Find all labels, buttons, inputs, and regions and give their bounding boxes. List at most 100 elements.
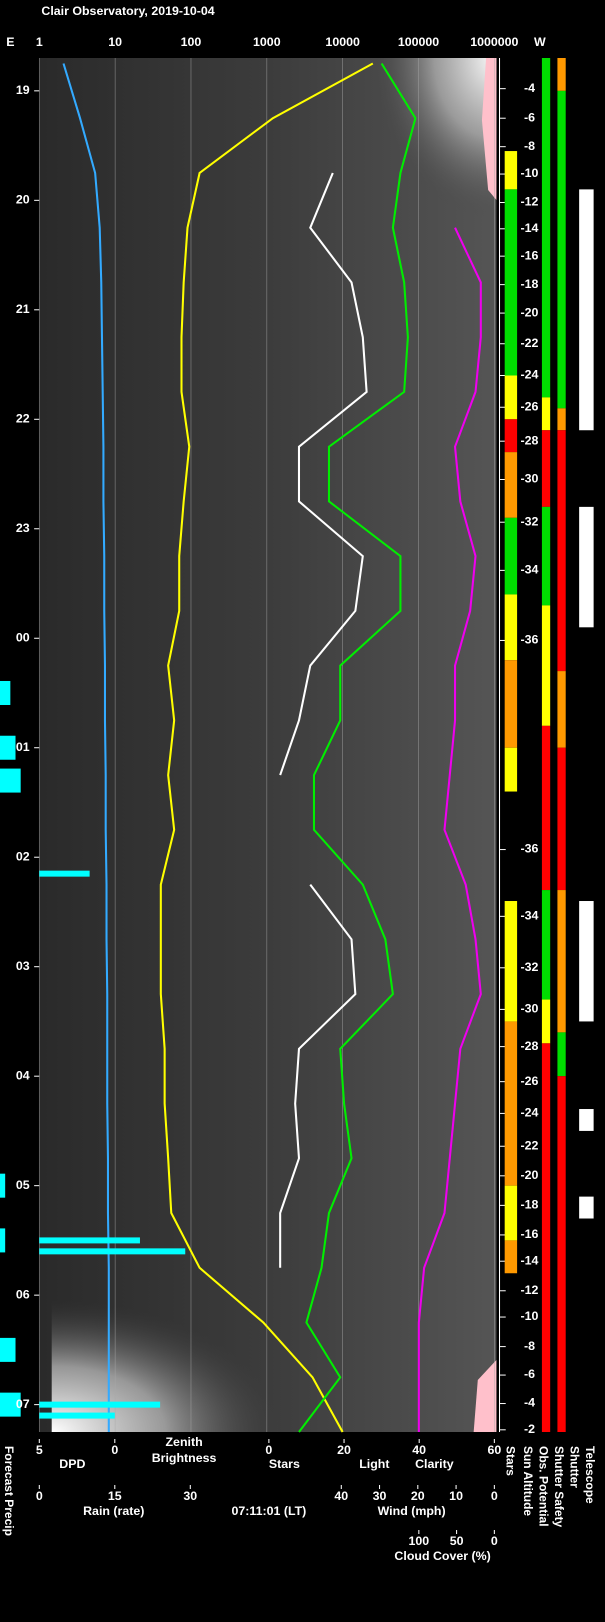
forecast-precip-bar [0,1392,21,1417]
scale-tick-label: 30 [183,1489,197,1503]
sun-altitude-label: -20 [521,1168,539,1182]
sun-altitude-label: -30 [521,1002,539,1016]
status-segment [557,90,566,409]
time-tick-label: 00 [16,631,30,645]
sun-altitude-label: -26 [521,400,539,414]
scale-label: Clarity [415,1457,454,1471]
sun-altitude-label: -18 [521,1198,539,1212]
twilight-glow [51,1300,280,1432]
status-segment [504,151,518,190]
rain-bar [39,1248,186,1255]
status-segment [504,1021,518,1186]
sun-altitude-label: -32 [521,515,539,529]
scale-tick-label: 0 [111,1443,118,1457]
scale-tick-label: 0 [491,1489,498,1503]
time-tick-label: 06 [16,1287,30,1301]
scale-tick-label: 20 [411,1489,425,1503]
sun-altitude-label: -14 [521,221,539,235]
status-segment [541,58,551,398]
status-segment [541,1043,551,1432]
scale-tick-label: 15 [108,1489,122,1503]
scale-label: Cloud Cover (%) [394,1549,490,1563]
status-column-label: Shutter [568,1446,582,1488]
sun-altitude-label: -28 [521,1039,539,1053]
rain-bar [39,1401,161,1408]
top-tick-label: 10000 [325,35,360,49]
sun-altitude-label: -6 [524,1367,535,1381]
sun-altitude-label: -14 [521,1254,539,1268]
status-segment [504,1240,518,1274]
rain-bar [39,1412,115,1419]
sun-altitude-label: -20 [521,305,539,319]
scale-tick-label: 30 [373,1489,387,1503]
scale-tick-label: 0 [265,1443,272,1457]
sun-altitude-label: -10 [521,166,539,180]
forecast-precip-bar [0,1337,16,1362]
grid [34,58,495,1432]
status-segment [541,725,551,891]
scale-tick-label: 40 [334,1489,348,1503]
sun-altitude-label: -12 [521,195,539,209]
sun-altitude-label: -16 [521,249,539,263]
twilight-glow [372,58,497,218]
sun-altitude-label: -4 [524,1396,535,1410]
time-tick-label: 22 [16,412,30,426]
sun-altitude-label: -6 [524,111,535,125]
top-tick-label: 100 [181,35,202,49]
scale-tick-label: 10 [449,1489,463,1503]
forecast-precip-bar [0,735,16,760]
sun-altitude-label: -36 [521,633,539,647]
cloud-area [473,1360,497,1432]
status-column-label: Shutter Safety [552,1446,566,1527]
scale-label: DPD [59,1457,85,1471]
time-tick-label: 23 [16,521,30,535]
time-tick-label: 21 [16,302,30,316]
top-tick-label: 1000 [253,35,281,49]
scale-tick-label: 100 [409,1534,430,1548]
status-segment [504,747,518,792]
sun-altitude-label: -8 [524,1339,535,1353]
scale-label: Rain (rate) [83,1504,144,1518]
sun-altitude-label: -24 [521,1106,539,1120]
status-segment [557,671,566,748]
scale-tick-label: 5 [36,1443,43,1457]
sun-altitude-label: -30 [521,472,539,486]
sun-altitude-label: -18 [521,277,539,291]
time-tick-label: 07 [16,1397,30,1411]
scale-tick-label: 40 [412,1443,426,1457]
status-segment [557,1076,566,1432]
scale-label: Zenith [165,1435,202,1449]
scale-label: Stars [269,1457,300,1471]
time-tick-label: 05 [16,1178,30,1192]
status-segment [579,506,594,628]
axis-end-label: E [6,35,14,49]
time-tick-label: 02 [16,850,30,864]
sun-altitude-label: -26 [521,1074,539,1088]
status-segment [579,1109,594,1131]
sun-altitude-label: -10 [521,1309,539,1323]
status-segment [504,517,518,595]
status-segment [579,1196,594,1219]
status-segment [504,375,518,420]
time-tick-label: 20 [16,193,30,207]
sun-altitude-label: -2 [524,1422,535,1436]
status-segment [541,890,551,1000]
status-segment [504,901,518,1022]
forecast-precip-bar [0,680,11,705]
status-segment [557,408,566,431]
forecast-precip-bar [0,1173,6,1198]
top-tick-label: 1000000 [470,35,518,49]
scale-label: Light [359,1457,389,1471]
forecast-precip-label: Forecast Precip [2,1446,16,1536]
rain-bar [39,870,90,877]
status-segment [541,506,551,606]
status-segment [504,452,518,518]
status-segment [557,430,566,672]
scale-tick-label: 0 [36,1489,43,1503]
series-line [279,172,368,1268]
status-column-label: Telescope [583,1446,597,1504]
time-tick-label: 19 [16,83,30,97]
sky-background [39,58,497,1432]
status-column-label: Stars [504,1446,518,1476]
